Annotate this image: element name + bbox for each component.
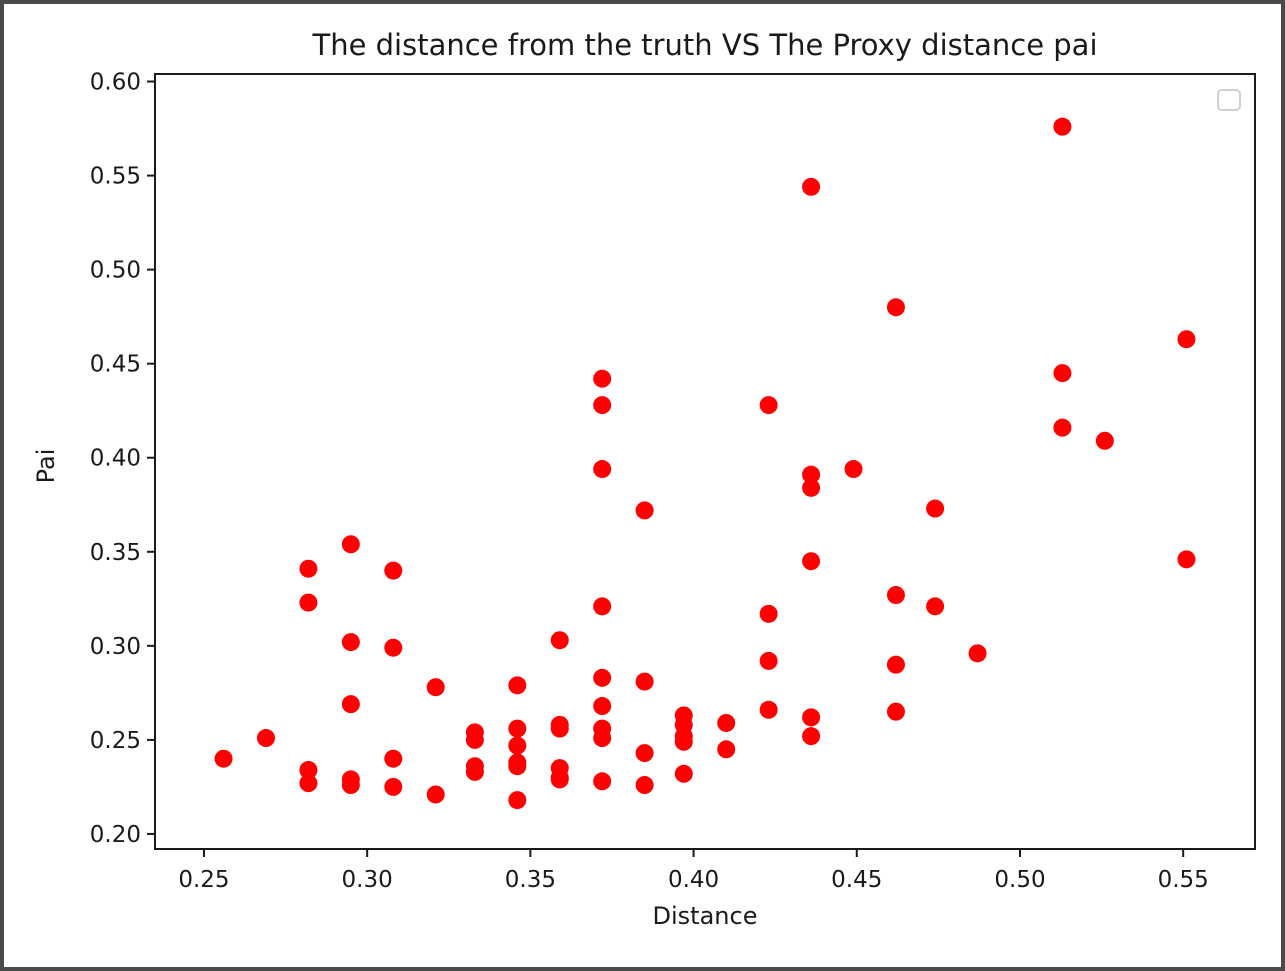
- data-point: [759, 604, 778, 623]
- data-point: [508, 676, 527, 695]
- data-point: [802, 177, 821, 196]
- data-point: [1053, 117, 1072, 136]
- data-point: [593, 772, 612, 791]
- data-point: [1053, 364, 1072, 383]
- x-axis-ticks: 0.25 0.30 0.35 0.40 0.45 0.50 0.55: [178, 849, 1209, 893]
- data-point: [593, 369, 612, 388]
- data-point: [1177, 550, 1196, 569]
- y-tick-label: 0.35: [90, 540, 141, 566]
- data-point: [717, 740, 736, 759]
- data-point: [299, 593, 318, 612]
- legend-box: [1217, 89, 1241, 111]
- y-tick-label: 0.40: [90, 446, 141, 472]
- data-point: [508, 791, 527, 810]
- data-point: [635, 776, 654, 795]
- data-point: [1177, 330, 1196, 349]
- data-point: [593, 668, 612, 687]
- x-tick-label: 0.45: [831, 867, 882, 893]
- data-point: [508, 736, 527, 755]
- data-point: [214, 749, 233, 768]
- data-point: [844, 460, 863, 479]
- data-point: [593, 597, 612, 616]
- plot-area-border: [154, 73, 1256, 850]
- data-point: [384, 638, 403, 657]
- x-tick-label: 0.30: [342, 867, 393, 893]
- data-point: [886, 298, 905, 317]
- data-point: [759, 700, 778, 719]
- data-point: [926, 597, 945, 616]
- y-axis-ticks: 0.20 0.25 0.30 0.35 0.40 0.45 0.50 0.55 0.60: [90, 70, 155, 848]
- data-point: [802, 465, 821, 484]
- data-point: [759, 396, 778, 415]
- x-tick-label: 0.25: [178, 867, 229, 893]
- data-point: [674, 732, 693, 751]
- data-point: [886, 655, 905, 674]
- data-point: [886, 586, 905, 605]
- x-tick-label: 0.50: [994, 867, 1045, 893]
- data-point: [256, 729, 275, 748]
- data-point: [635, 744, 654, 763]
- data-point: [550, 719, 569, 738]
- data-point: [802, 727, 821, 746]
- x-tick-label: 0.35: [505, 867, 556, 893]
- data-points: [214, 117, 1196, 810]
- data-point: [465, 730, 484, 749]
- data-point: [384, 561, 403, 580]
- data-point: [426, 678, 445, 697]
- y-tick-label: 0.50: [90, 258, 141, 284]
- data-point: [717, 713, 736, 732]
- data-point: [465, 762, 484, 781]
- data-point: [550, 770, 569, 789]
- x-tick-label: 0.40: [668, 867, 719, 893]
- data-point: [299, 559, 318, 578]
- data-point: [886, 702, 905, 721]
- data-point: [593, 460, 612, 479]
- y-tick-label: 0.60: [90, 70, 141, 96]
- data-point: [593, 697, 612, 716]
- x-axis-label: Distance: [652, 902, 758, 930]
- data-point: [674, 764, 693, 783]
- y-tick-label: 0.55: [90, 164, 141, 190]
- data-point: [802, 552, 821, 571]
- y-tick-label: 0.25: [90, 728, 141, 754]
- data-point: [341, 776, 360, 795]
- chart-title: The distance from the truth VS The Proxy…: [312, 28, 1098, 62]
- data-point: [299, 760, 318, 779]
- y-tick-label: 0.45: [90, 352, 141, 378]
- data-point: [341, 633, 360, 652]
- data-point: [802, 708, 821, 727]
- data-point: [593, 396, 612, 415]
- data-point: [299, 774, 318, 793]
- data-point: [550, 631, 569, 650]
- data-point: [508, 757, 527, 776]
- data-point: [426, 785, 445, 804]
- y-tick-label: 0.30: [90, 634, 141, 660]
- data-point: [341, 535, 360, 554]
- data-point: [1053, 418, 1072, 437]
- data-point: [759, 651, 778, 670]
- data-point: [635, 672, 654, 691]
- data-point: [802, 478, 821, 497]
- y-tick-label: 0.20: [90, 822, 141, 848]
- data-point: [593, 729, 612, 748]
- data-point: [508, 719, 527, 738]
- data-point: [635, 501, 654, 520]
- data-point: [1095, 431, 1114, 450]
- data-point: [384, 777, 403, 796]
- data-point: [384, 749, 403, 768]
- data-point: [968, 644, 987, 663]
- data-point: [341, 695, 360, 714]
- x-tick-label: 0.55: [1158, 867, 1209, 893]
- data-point: [926, 499, 945, 518]
